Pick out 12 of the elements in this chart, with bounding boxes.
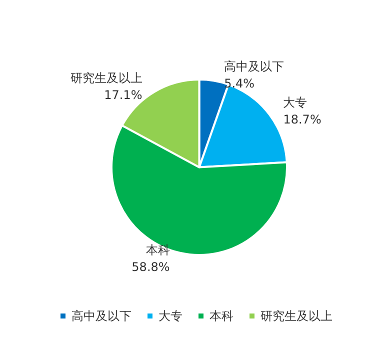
data-label: 5.4% — [224, 76, 255, 90]
legend-label: 本科 — [210, 309, 234, 323]
legend-label: 大专 — [158, 309, 182, 323]
data-label: 18.7% — [283, 112, 322, 126]
legend-label: 高中及以下 — [72, 309, 132, 323]
data-label: 17.1% — [104, 88, 142, 102]
slice-label: 高中及以下 — [224, 59, 284, 74]
legend-label: 研究生及以上 — [260, 309, 332, 323]
slice-label: 大专 — [283, 95, 308, 110]
slice-label: 本科 — [146, 243, 170, 258]
slice-label: 研究生及以上 — [70, 71, 142, 86]
data-label: 58.8% — [132, 260, 170, 274]
